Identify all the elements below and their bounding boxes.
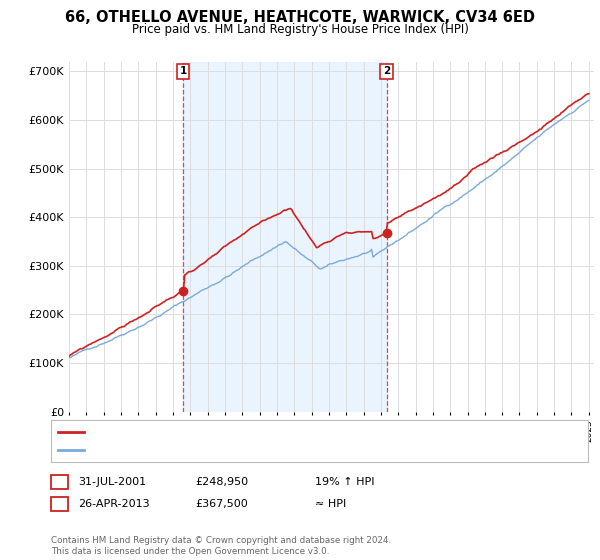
Text: 2: 2 — [56, 499, 63, 509]
Text: 2: 2 — [383, 66, 390, 76]
Text: £367,500: £367,500 — [195, 499, 248, 509]
Text: £248,950: £248,950 — [195, 477, 248, 487]
Text: 31-JUL-2001: 31-JUL-2001 — [78, 477, 146, 487]
Text: Contains HM Land Registry data © Crown copyright and database right 2024.
This d: Contains HM Land Registry data © Crown c… — [51, 536, 391, 556]
Text: 66, OTHELLO AVENUE, HEATHCOTE, WARWICK, CV34 6ED: 66, OTHELLO AVENUE, HEATHCOTE, WARWICK, … — [65, 10, 535, 25]
Text: 1: 1 — [179, 66, 187, 76]
Text: HPI: Average price, detached house, Warwick: HPI: Average price, detached house, Warw… — [88, 445, 314, 455]
Text: 19% ↑ HPI: 19% ↑ HPI — [315, 477, 374, 487]
Bar — [183, 62, 386, 412]
Text: 1: 1 — [56, 477, 63, 487]
Text: 26-APR-2013: 26-APR-2013 — [78, 499, 149, 509]
Text: Price paid vs. HM Land Registry's House Price Index (HPI): Price paid vs. HM Land Registry's House … — [131, 23, 469, 36]
Text: ≈ HPI: ≈ HPI — [315, 499, 346, 509]
Text: 66, OTHELLO AVENUE, HEATHCOTE, WARWICK, CV34 6ED (detached house): 66, OTHELLO AVENUE, HEATHCOTE, WARWICK, … — [88, 427, 466, 437]
